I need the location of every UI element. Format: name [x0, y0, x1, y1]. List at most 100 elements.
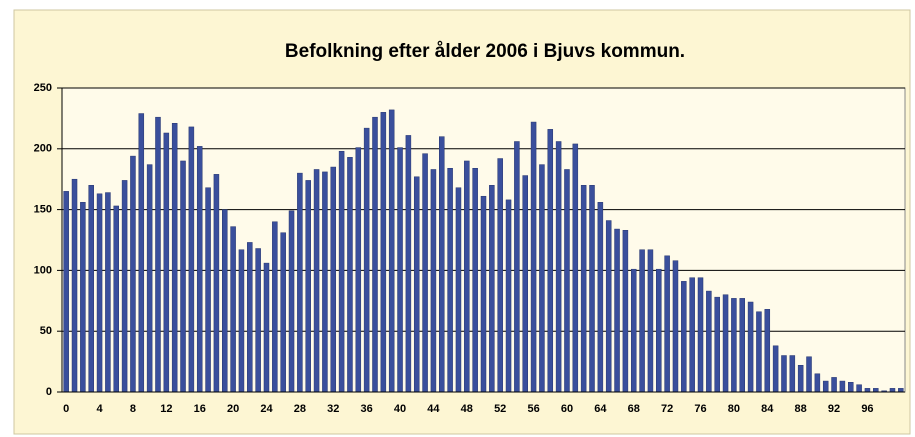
bar [121, 180, 128, 393]
y-tick-label: 150 [34, 204, 52, 216]
bar [580, 185, 587, 393]
x-tick-label: 24 [260, 403, 273, 415]
bar [597, 202, 604, 393]
bar [622, 230, 629, 393]
bar [464, 160, 470, 393]
x-tick-label: 84 [761, 403, 774, 415]
x-tick-label: 96 [861, 403, 873, 415]
bar [731, 298, 737, 393]
bar [472, 168, 478, 393]
bar [505, 199, 512, 393]
x-tick-label: 8 [130, 403, 136, 415]
bar [230, 226, 236, 393]
bar [130, 155, 136, 393]
bar [831, 377, 837, 393]
bar [898, 388, 904, 393]
x-tick-label: 32 [327, 403, 339, 415]
bar [839, 380, 846, 393]
bar [213, 174, 220, 393]
bar [80, 202, 86, 393]
bar [439, 136, 445, 393]
bar [539, 164, 545, 393]
bar [180, 160, 186, 393]
bar [706, 290, 712, 393]
bar [572, 143, 579, 393]
x-tick-label: 76 [694, 403, 706, 415]
bar [697, 277, 704, 393]
bar [330, 166, 337, 393]
x-tick-label: 88 [795, 403, 807, 415]
bar [238, 249, 245, 393]
bar [397, 147, 403, 393]
bar [196, 146, 203, 393]
bar [388, 109, 395, 393]
bar [605, 220, 612, 393]
bar [105, 192, 111, 393]
x-tick-label: 16 [194, 403, 206, 415]
y-tick-label: 0 [46, 386, 52, 398]
bar [764, 309, 771, 393]
bar [614, 228, 620, 393]
bar [630, 268, 637, 393]
bar [664, 255, 670, 393]
bar [747, 301, 754, 393]
x-tick-label: 60 [561, 403, 573, 415]
bar [355, 147, 362, 393]
bar [272, 221, 278, 393]
bar [547, 129, 554, 393]
bar [372, 116, 378, 393]
bar [639, 249, 645, 393]
bar [163, 132, 170, 393]
bar [847, 382, 854, 393]
bar [681, 281, 687, 393]
x-tick-label: 68 [628, 403, 640, 415]
bar [338, 150, 345, 393]
x-tick-label: 56 [527, 403, 539, 415]
bar [347, 157, 353, 393]
bar [822, 380, 829, 393]
bar [96, 193, 103, 393]
bar [380, 112, 387, 393]
bar [714, 296, 720, 393]
bar [497, 158, 503, 393]
bar [255, 248, 261, 393]
bar [363, 127, 370, 393]
bar [756, 311, 762, 393]
bar [113, 205, 120, 393]
bar [322, 171, 328, 393]
bar [864, 388, 871, 393]
bar [889, 388, 896, 393]
bar [806, 356, 812, 393]
bar [222, 209, 228, 393]
bar [739, 298, 745, 393]
bar [689, 277, 695, 393]
bar [422, 153, 428, 393]
bar [589, 185, 595, 393]
bar [430, 169, 437, 393]
bar [647, 249, 654, 393]
y-tick-label: 100 [34, 264, 52, 276]
bar [781, 355, 787, 393]
x-tick-label: 36 [361, 403, 373, 415]
bar [480, 195, 487, 393]
bar [413, 176, 420, 393]
x-tick-label: 0 [63, 403, 69, 415]
bar [155, 116, 161, 393]
bar [138, 113, 145, 393]
x-tick-label: 72 [661, 403, 673, 415]
bar [447, 168, 453, 393]
x-tick-label: 20 [227, 403, 239, 415]
bar [313, 169, 320, 393]
bar [146, 164, 153, 393]
y-tick-label: 50 [40, 325, 52, 337]
y-tick-label: 250 [34, 82, 52, 94]
x-tick-label: 28 [294, 403, 306, 415]
x-tick-label: 80 [728, 403, 740, 415]
bar [305, 180, 311, 393]
bar [63, 191, 69, 393]
bar [280, 232, 286, 393]
bar [722, 294, 729, 393]
x-tick-label: 52 [494, 403, 506, 415]
x-tick-label: 40 [394, 403, 406, 415]
